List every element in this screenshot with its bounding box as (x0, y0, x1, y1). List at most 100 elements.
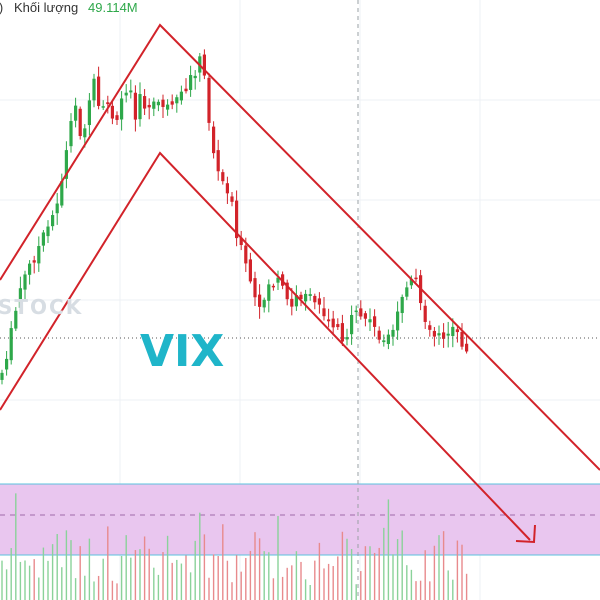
candle-body (78, 108, 82, 137)
volume-bar (171, 562, 173, 600)
candle-body (179, 91, 183, 101)
candle-body (331, 318, 335, 328)
volume-bar (461, 544, 463, 600)
volume-bar (277, 515, 279, 600)
volume-bar (387, 499, 390, 600)
volume-bar (240, 571, 242, 600)
volume-bar (199, 512, 201, 600)
volume-bar (134, 550, 137, 600)
volume-bar (15, 493, 17, 600)
volume-bar (327, 563, 330, 600)
candle-body (428, 325, 432, 330)
volume-bar (447, 570, 449, 600)
watermark-text: STOCK (0, 295, 83, 319)
candle-body (239, 237, 243, 245)
volume-bar (281, 576, 284, 600)
candle-body (156, 101, 160, 106)
candle-body (285, 282, 289, 300)
candle-body (294, 295, 298, 307)
volume-bar (429, 581, 431, 600)
candle-body (248, 259, 252, 282)
candle-body (336, 324, 340, 328)
candle-body (442, 332, 446, 339)
volume-bar (245, 557, 247, 600)
candle-body (216, 150, 220, 172)
header-paren: i) (0, 0, 3, 15)
volume-bar (111, 580, 114, 600)
volume-label: Khối lượng (14, 0, 78, 15)
volume-bar (93, 581, 95, 600)
candle-body (55, 203, 59, 214)
candle-body (377, 330, 381, 340)
volume-bar (212, 554, 215, 600)
volume-bar (424, 550, 426, 600)
candle-body (129, 90, 133, 93)
candle-body (23, 274, 27, 290)
volume-bar (258, 538, 261, 600)
volume-bar (406, 565, 408, 600)
volume-bar (383, 527, 385, 600)
candle-body (345, 337, 349, 340)
volume-bar (350, 549, 353, 600)
candle-body (308, 294, 312, 296)
volume-bar (162, 552, 164, 600)
candle-body (138, 94, 142, 120)
candle-body (313, 295, 317, 303)
candle-body (18, 288, 22, 308)
candle-body (465, 343, 469, 352)
candle-body (386, 334, 390, 344)
volume-bar (438, 535, 440, 600)
candle-body (455, 329, 459, 333)
candle-body (106, 102, 110, 105)
volume-bar (419, 580, 422, 600)
volume-bar (51, 544, 54, 600)
volume-bar (396, 539, 399, 600)
candle-body (92, 78, 96, 101)
candle-body (363, 313, 367, 319)
candle-body (37, 246, 41, 264)
candle-body (97, 76, 101, 106)
volume-bar (378, 547, 380, 600)
volume-band (0, 484, 600, 555)
volume-bar (254, 532, 256, 600)
volume-bar (364, 546, 367, 600)
volume-bar (410, 569, 413, 600)
volume-bar (19, 561, 22, 600)
volume-bar (465, 573, 468, 600)
volume-bar (79, 546, 81, 600)
volume-bar (433, 545, 436, 600)
volume-bar (97, 575, 100, 600)
candle-body (87, 100, 91, 126)
volume-bar (314, 560, 316, 600)
volume-bar (291, 565, 293, 600)
candle-body (0, 372, 4, 380)
volume-bar (295, 551, 298, 600)
candle-body (322, 308, 326, 317)
candle-body (350, 314, 354, 335)
candle-body (221, 172, 225, 182)
volume-bar (84, 575, 86, 600)
volume-bar (456, 540, 459, 600)
volume-bar (249, 550, 252, 600)
volume-bar (318, 542, 321, 600)
volume-bar (332, 566, 334, 600)
candle-body (60, 181, 64, 206)
candlestick-series (0, 49, 469, 385)
candle-body (437, 333, 441, 336)
volume-bar (337, 556, 339, 600)
candle-body (405, 287, 409, 297)
candle-body (147, 104, 151, 108)
candle-body (396, 311, 400, 331)
volume-bar (166, 535, 169, 600)
volume-bar (33, 559, 35, 600)
volume-bar (304, 579, 307, 600)
candle-body (253, 278, 257, 298)
candle-body (290, 298, 294, 307)
volume-bar (300, 561, 302, 600)
volume-bar (189, 572, 192, 600)
candle-body (258, 294, 262, 307)
volume-bar (231, 582, 233, 600)
volume-bar (309, 584, 311, 600)
volume-bar (130, 557, 132, 600)
